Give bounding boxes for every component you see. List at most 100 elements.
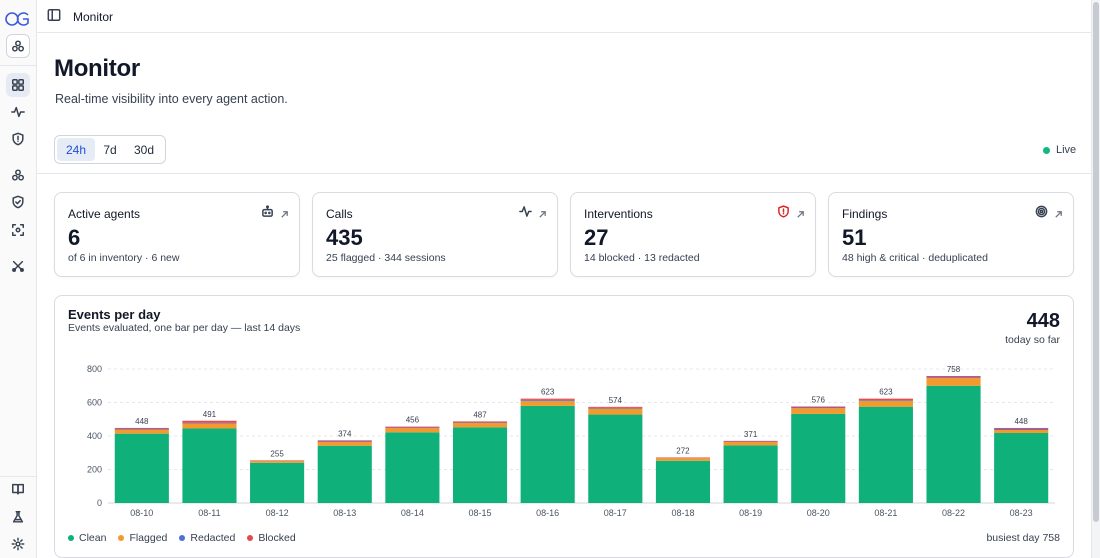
bar-segment-clean bbox=[858, 406, 913, 503]
kpi-value: 51 bbox=[842, 225, 867, 250]
kpi-label: Calls bbox=[326, 207, 353, 221]
app-logo[interactable] bbox=[4, 10, 32, 28]
activity-icon bbox=[519, 205, 532, 218]
bar-segment-blocked bbox=[520, 398, 575, 400]
bar-total-label: 491 bbox=[203, 410, 217, 419]
x-tick-label: 08-12 bbox=[266, 508, 289, 518]
y-tick-label: 800 bbox=[87, 364, 102, 374]
kpi-sub: of 6 in inventory · 6 new bbox=[68, 252, 180, 264]
bar-segment-flagged bbox=[452, 422, 508, 428]
x-tick-label: 08-14 bbox=[401, 508, 424, 518]
bar-segment-redacted bbox=[452, 422, 508, 423]
busiest-day-label: busiest day 758 bbox=[986, 532, 1060, 544]
bar-segment-blocked bbox=[114, 427, 169, 429]
bar-total-label: 623 bbox=[879, 388, 893, 397]
shield-nav-icon[interactable] bbox=[6, 127, 30, 151]
bar-total-label: 758 bbox=[947, 365, 961, 374]
docs-nav-icon[interactable] bbox=[6, 477, 30, 501]
sidebar-toggle-icon[interactable] bbox=[47, 8, 63, 24]
range-24h-button[interactable]: 24h bbox=[57, 138, 95, 161]
bar-segment-flagged bbox=[791, 408, 846, 414]
bar-segment-flagged bbox=[994, 429, 1049, 433]
bar-segment-redacted bbox=[520, 399, 575, 401]
today-label: today so far bbox=[1005, 334, 1060, 346]
range-30d-button[interactable]: 30d bbox=[133, 142, 155, 157]
bar-total-label: 623 bbox=[541, 388, 555, 397]
legend-item-redacted: Redacted bbox=[179, 532, 235, 544]
open-arrow-icon[interactable] bbox=[796, 206, 806, 218]
kpi-card-interventions[interactable]: Interventions 27 14 blocked · 13 redacte… bbox=[570, 192, 816, 277]
bar-segment-flagged bbox=[655, 458, 711, 461]
open-arrow-icon[interactable] bbox=[538, 206, 548, 218]
workspace-switcher-icon[interactable] bbox=[6, 34, 30, 58]
bar-total-label: 487 bbox=[473, 410, 487, 419]
bar-segment-clean bbox=[182, 428, 237, 503]
x-tick-label: 08-23 bbox=[1010, 508, 1033, 518]
bar-segment-clean bbox=[385, 432, 440, 503]
x-tick-label: 08-10 bbox=[130, 508, 153, 518]
tools-nav-icon[interactable] bbox=[6, 254, 30, 278]
agents-nav-icon[interactable] bbox=[6, 163, 30, 187]
x-tick-label: 08-11 bbox=[198, 508, 220, 518]
page-title: Monitor bbox=[54, 55, 140, 82]
header-divider bbox=[37, 173, 1091, 174]
bar-segment-flagged bbox=[182, 423, 237, 429]
breadcrumb: Monitor bbox=[73, 10, 114, 24]
open-arrow-icon[interactable] bbox=[280, 206, 290, 218]
scan-nav-icon[interactable] bbox=[6, 218, 30, 242]
kpi-sub: 48 high & critical · deduplicated bbox=[842, 252, 988, 264]
activity-nav-icon[interactable] bbox=[6, 100, 30, 124]
legend-item-clean: Clean bbox=[68, 532, 106, 544]
bar-segment-flagged bbox=[385, 428, 440, 433]
kpi-label: Findings bbox=[842, 207, 888, 221]
x-tick-label: 08-18 bbox=[671, 508, 694, 518]
scrollbar-thumb[interactable] bbox=[1093, 2, 1099, 522]
kpi-card-findings[interactable]: Findings 51 48 high & critical · dedupli… bbox=[828, 192, 1074, 277]
bar-segment-flagged bbox=[723, 441, 778, 446]
bar-segment-blocked bbox=[182, 420, 237, 423]
bar-segment-blocked bbox=[588, 406, 643, 408]
bar-segment-flagged bbox=[114, 429, 169, 434]
live-label: Live bbox=[1056, 144, 1077, 156]
dashboard-nav-icon[interactable] bbox=[6, 73, 30, 97]
bar-total-label: 574 bbox=[609, 396, 623, 405]
kpi-value: 27 bbox=[584, 225, 609, 250]
bar-segment-redacted bbox=[858, 399, 913, 401]
bar-segment-flagged bbox=[317, 442, 372, 446]
x-tick-label: 08-22 bbox=[942, 508, 965, 518]
bar-total-label: 272 bbox=[676, 446, 690, 455]
legend-label: Blocked bbox=[258, 532, 296, 544]
kpi-label: Interventions bbox=[584, 207, 653, 221]
bar-total-label: 374 bbox=[338, 429, 352, 438]
range-7d-button[interactable]: 7d bbox=[103, 142, 117, 157]
bar-segment-redacted bbox=[926, 377, 981, 379]
bar-segment-flagged bbox=[588, 408, 643, 415]
y-tick-label: 200 bbox=[87, 465, 102, 475]
legend-dot-icon bbox=[247, 535, 254, 541]
bar-total-label: 448 bbox=[1014, 417, 1028, 426]
bar-segment-clean bbox=[588, 414, 643, 503]
labs-nav-icon[interactable] bbox=[6, 505, 30, 529]
kpi-sub: 14 blocked · 13 redacted bbox=[584, 252, 700, 264]
bar-segment-redacted bbox=[791, 407, 846, 409]
bar-segment-flagged bbox=[520, 400, 575, 406]
bar-segment-blocked bbox=[858, 398, 913, 400]
kpi-card-active-agents[interactable]: Active agents 6 of 6 in inventory · 6 ne… bbox=[54, 192, 300, 277]
bar-segment-redacted bbox=[588, 407, 643, 409]
legend-dot-icon bbox=[179, 535, 186, 541]
time-range-selector: 24h 7d 30d bbox=[54, 135, 166, 164]
x-tick-label: 08-21 bbox=[874, 508, 897, 518]
kpi-card-calls[interactable]: Calls 435 25 flagged · 344 sessions bbox=[312, 192, 558, 277]
scrollbar[interactable] bbox=[1091, 0, 1100, 558]
policy-nav-icon[interactable] bbox=[6, 190, 30, 214]
legend-dot-icon bbox=[68, 535, 74, 541]
bar-segment-blocked bbox=[385, 426, 440, 428]
page-subtitle: Real-time visibility into every agent ac… bbox=[55, 92, 288, 106]
kpi-label: Active agents bbox=[68, 207, 141, 221]
live-dot-icon bbox=[1043, 146, 1050, 154]
settings-gear-icon[interactable] bbox=[6, 532, 30, 556]
bar-segment-flagged bbox=[250, 460, 305, 463]
open-arrow-icon[interactable] bbox=[1054, 206, 1064, 218]
bar-segment-clean bbox=[655, 460, 711, 503]
events-per-day-panel: Events per day Events evaluated, one bar… bbox=[54, 295, 1074, 558]
